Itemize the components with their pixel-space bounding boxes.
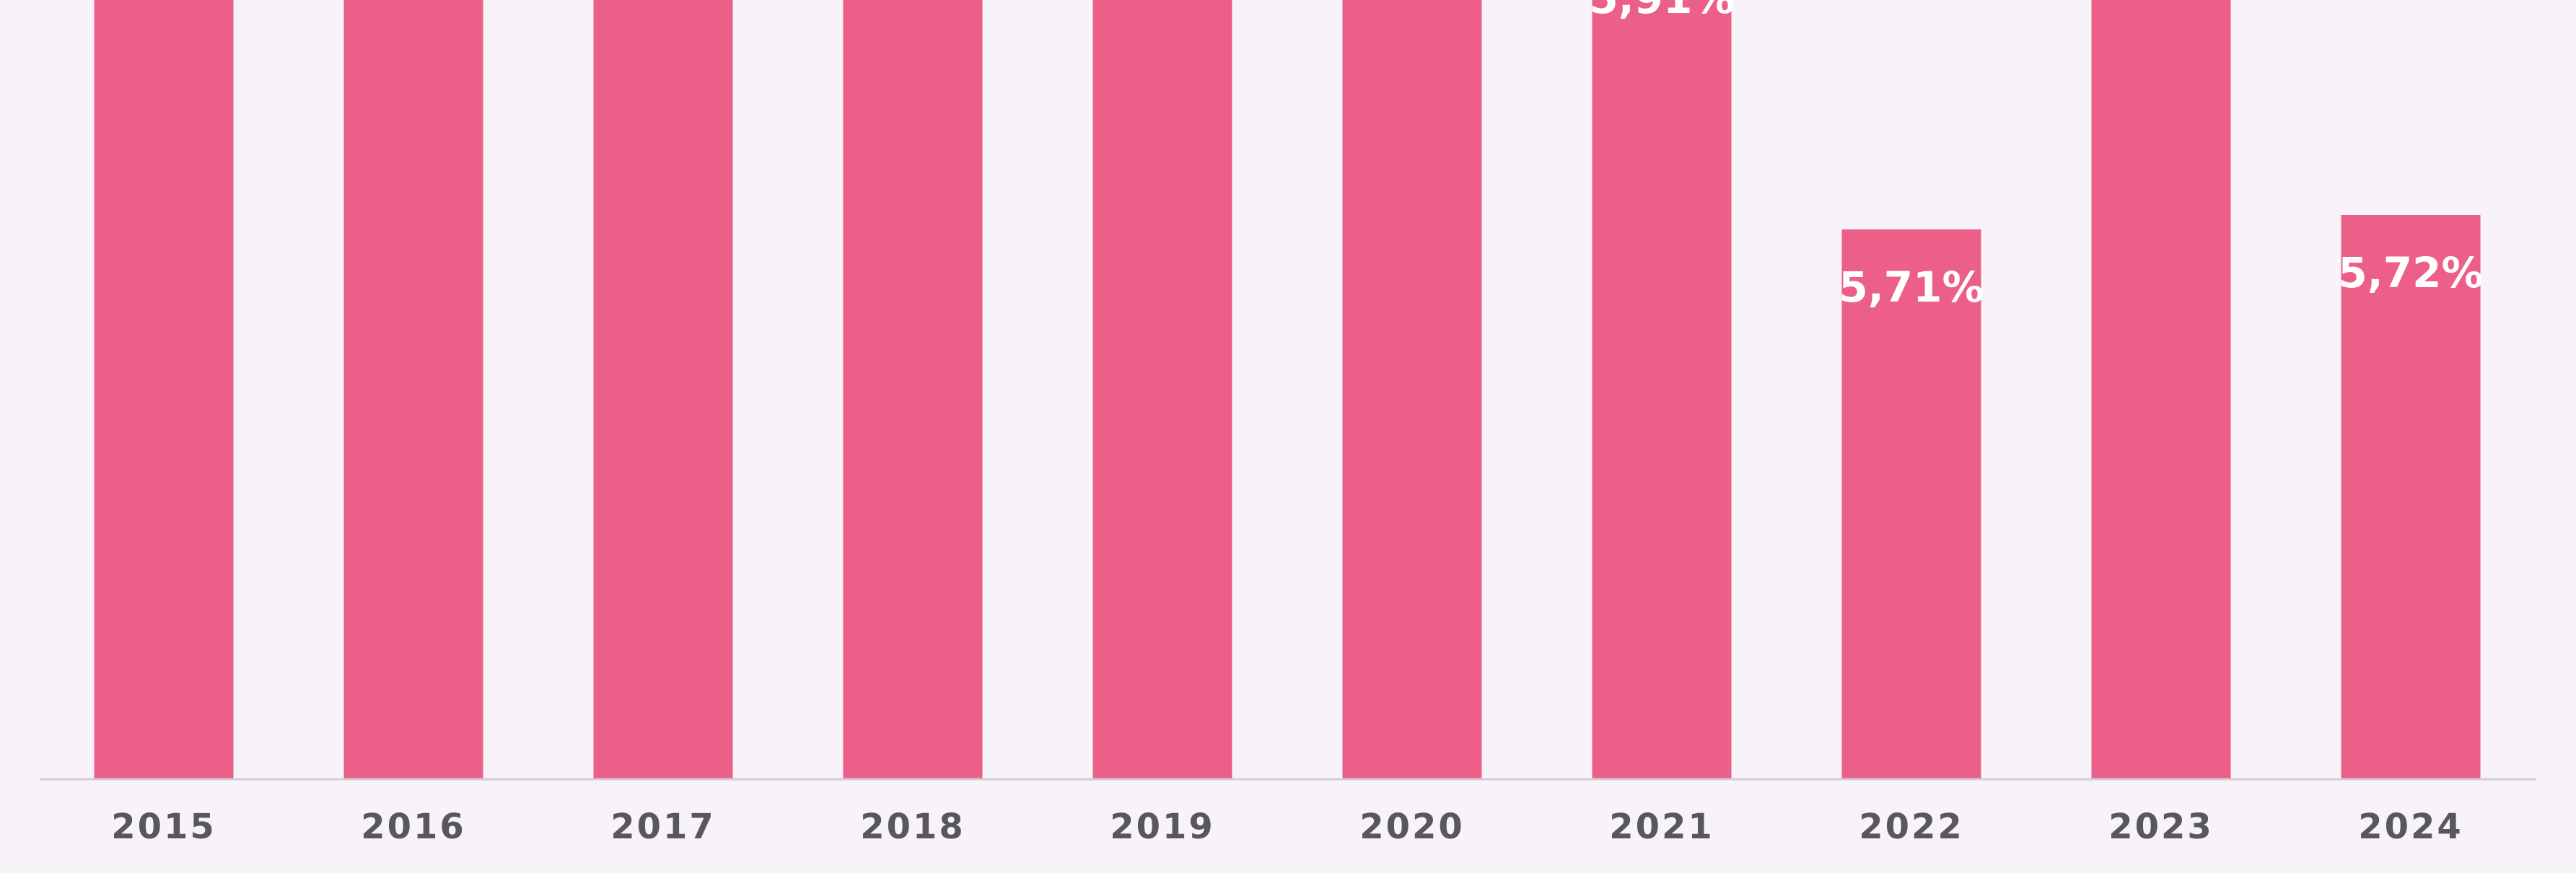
data-labels-group: 6,06%6,13%5,96%6,03%6,10%6,02%5,91%5,71%… [1589,0,2483,312]
bar-2019 [1092,0,1232,779]
x-tick-label-2015: 2015 [111,807,216,847]
bar-2023 [2091,0,2231,779]
x-tick-label-2018: 2018 [860,807,965,847]
bar-2022 [1841,229,1981,779]
data-label-2021: 5,91% [1589,0,1734,23]
x-tick-label-2019: 2019 [1110,807,1215,847]
x-tick-label-2021: 2021 [1609,807,1714,847]
bar-2024 [2341,215,2481,779]
bar-2020 [1342,0,1482,779]
x-tick-label-2023: 2023 [2108,807,2214,847]
bar-2015 [94,0,234,779]
x-tick-label-2024: 2024 [2358,807,2463,847]
data-label-2024: 5,72% [2338,248,2483,297]
bar-2018 [843,0,983,779]
bar-2017 [593,0,733,779]
bar-2021 [1592,0,1732,779]
x-tick-labels-group: 2015 2016 2017 2018 2019 2020 2021 2022 2023 2024 [111,807,2463,847]
data-label-2022: 5,71% [1839,263,1984,312]
x-tick-label-2022: 2022 [1859,807,1964,847]
x-tick-label-2020: 2020 [1359,807,1465,847]
bar-2016 [343,0,483,779]
bars-group [94,0,2481,779]
x-tick-label-2017: 2017 [610,807,716,847]
x-tick-label-2016: 2016 [361,807,466,847]
